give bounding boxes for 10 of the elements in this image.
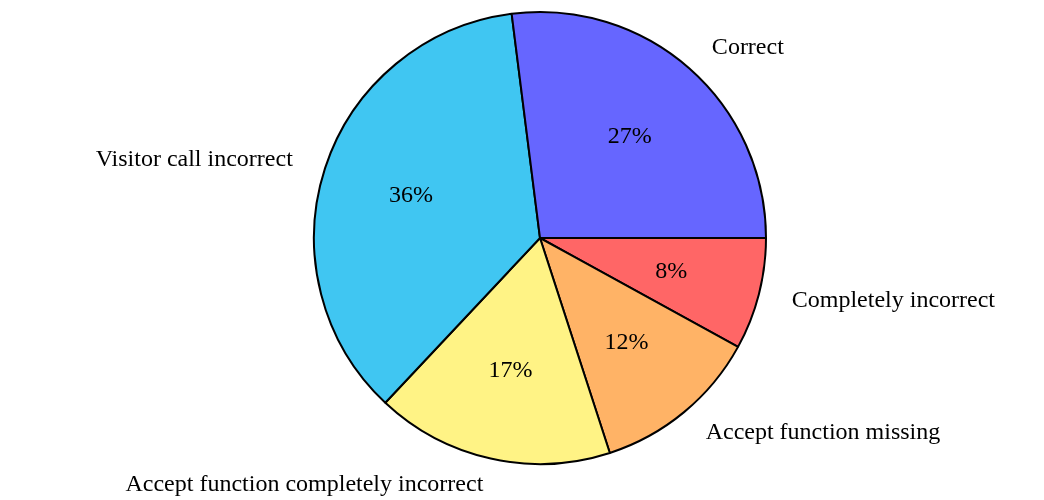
slice-label: Correct [711, 33, 785, 60]
slice-label: Accept function missing [705, 418, 941, 445]
slice-label: Accept function completely incorrect [125, 470, 484, 497]
slice-label: Completely incorrect [791, 286, 996, 313]
data-label: 8% [655, 257, 688, 284]
data-label: 12% [604, 327, 649, 354]
data-label: 36% [389, 181, 434, 208]
data-label: 17% [488, 355, 533, 382]
slice-label: Visitor call incorrect [95, 145, 294, 172]
data-label: 27% [607, 121, 652, 148]
